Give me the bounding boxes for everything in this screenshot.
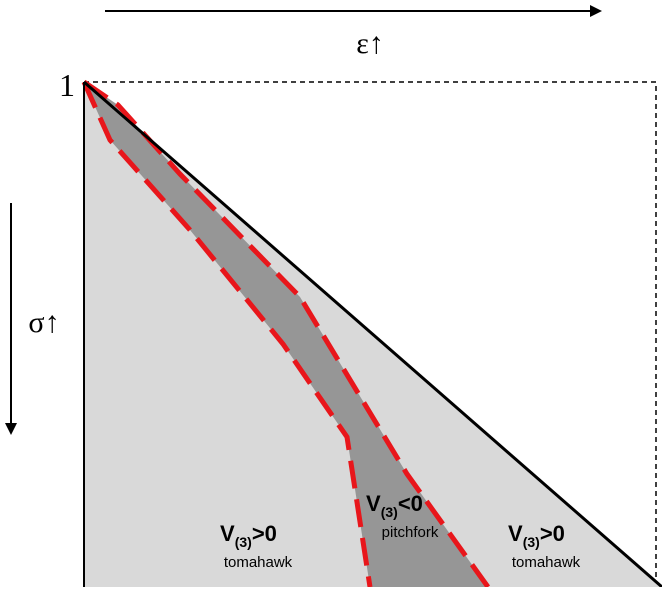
right-boundary-curve bbox=[82, 79, 491, 589]
middle-region-name: pitchfork bbox=[382, 524, 439, 541]
right-region-name: tomahawk bbox=[512, 554, 581, 571]
diagonal-line bbox=[83, 80, 662, 589]
left-sign-label: V(3)>0 bbox=[220, 521, 277, 550]
epsilon-axis-label: ε↑ bbox=[356, 27, 384, 60]
right-region-label: V(3)>0 tomahawk bbox=[508, 521, 581, 571]
origin-label: 1 bbox=[59, 67, 75, 103]
middle-region-label: V(3)<0 pitchfork bbox=[366, 491, 439, 541]
left-region-name: tomahawk bbox=[224, 554, 293, 571]
middle-sign-label: V(3)<0 bbox=[366, 491, 423, 520]
domain-boundary-dashed bbox=[84, 81, 657, 587]
left-boundary-curve bbox=[81, 80, 373, 588]
left-region-label: V(3)>0 tomahawk bbox=[220, 521, 293, 571]
pitchfork-region bbox=[84, 82, 488, 587]
right-sign-label: V(3)>0 bbox=[508, 521, 565, 550]
sigma-axis-label: σ↑ bbox=[28, 306, 59, 339]
